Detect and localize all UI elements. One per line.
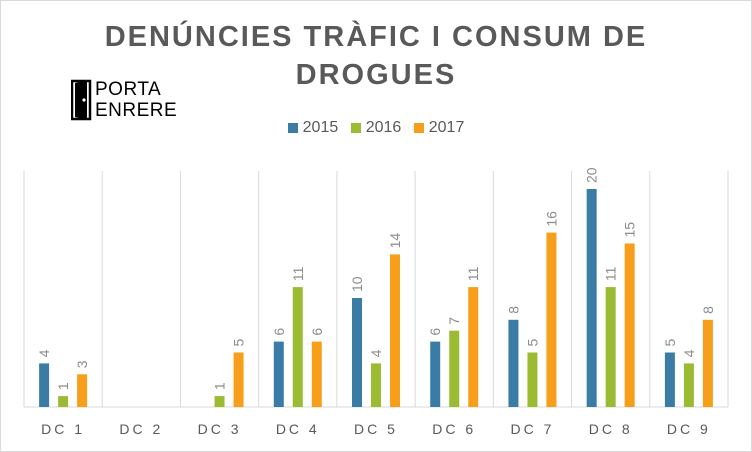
data-label-2017: 14: [387, 233, 403, 249]
bar-2017: [546, 232, 557, 407]
bar-2016: [371, 363, 381, 407]
x-tick-label: DC 3: [198, 421, 242, 437]
data-label-2015: 6: [271, 328, 287, 336]
x-tick-label: DC 7: [510, 421, 554, 437]
data-label-2016: 1: [212, 382, 228, 390]
bar-2017: [390, 254, 400, 407]
chart-title-line-1: DENÚNCIES TRÀFIC I CONSUM DE: [104, 21, 648, 53]
legend-label-2015: 2015: [302, 119, 339, 136]
data-label-2017: 11: [465, 266, 481, 281]
data-label-2016: 11: [290, 266, 306, 281]
x-tick-label: DC 8: [589, 421, 633, 437]
x-tick-label: DC 5: [354, 421, 398, 437]
legend-label-2016: 2016: [365, 119, 402, 136]
x-tick-label: DC 6: [432, 421, 476, 437]
bar-2016: [449, 330, 460, 407]
data-label-2017: 5: [231, 339, 247, 347]
data-label-2015: 4: [36, 349, 52, 357]
data-label-2015: 6: [427, 328, 443, 336]
bar-2017: [702, 319, 713, 407]
bar-2015: [586, 189, 597, 407]
logo-text-line-1: PORTA: [95, 79, 162, 100]
bar-2015: [273, 341, 284, 407]
data-label-2016: 11: [603, 266, 619, 281]
data-label-2017: 15: [622, 222, 638, 238]
data-label-2015: 8: [505, 306, 521, 314]
bar-2016: [292, 287, 303, 407]
bar-2015: [352, 298, 362, 407]
data-label-2015: 10: [349, 276, 365, 292]
bar-2016: [58, 396, 69, 407]
logo-text-line-2: ENRERE: [95, 100, 178, 121]
chart-title-line-2: DROGUES: [295, 59, 457, 91]
data-label-2015: 5: [662, 339, 678, 347]
bar-2016: [683, 363, 694, 407]
bar-2016: [214, 396, 225, 407]
bar-2015: [664, 352, 675, 407]
bar-2017: [624, 243, 635, 407]
bar-2017: [77, 374, 88, 407]
bar-2016: [527, 352, 538, 407]
data-label-2015: 20: [584, 167, 600, 183]
data-label-2017: 8: [700, 306, 716, 314]
data-label-2016: 5: [524, 339, 540, 347]
legend-item-2016: 2016: [350, 119, 402, 137]
data-label-2016: 7: [446, 317, 462, 325]
x-tick-label: DC 9: [667, 421, 711, 437]
bar-2017: [468, 287, 479, 407]
data-label-2016: 1: [55, 382, 71, 390]
bar-2017: [311, 341, 322, 407]
bar-2015: [39, 363, 50, 407]
data-label-2017: 3: [74, 360, 90, 368]
x-tick-label: DC 2: [119, 421, 163, 437]
legend-swatch-2016: [350, 123, 361, 133]
chart-title: DENÚNCIES TRÀFIC I CONSUM DE DROGUES: [0, 18, 752, 94]
legend-item-2015: 2015: [287, 119, 339, 137]
bar-2015: [430, 341, 441, 407]
bar-2016: [605, 287, 616, 407]
bar-2015: [508, 319, 519, 407]
chart-legend: 2015 2016 2017: [0, 119, 752, 138]
data-label-2016: 4: [681, 349, 697, 357]
door-icon: [71, 79, 92, 121]
legend-item-2017: 2017: [413, 119, 465, 137]
x-tick-label: DC 4: [276, 421, 320, 437]
data-label-2017: 16: [543, 211, 559, 227]
legend-swatch-2015: [287, 123, 298, 133]
logo-text: PORTA ENRERE: [95, 79, 177, 121]
legend-swatch-2017: [413, 123, 424, 133]
data-label-2016: 4: [368, 349, 384, 357]
bar-2017: [233, 352, 244, 407]
x-tick-label: DC 1: [41, 421, 85, 437]
porta-enrere-logo: PORTA ENRERE: [71, 79, 181, 123]
data-label-2017: 6: [309, 328, 325, 336]
legend-label-2017: 2017: [428, 119, 465, 136]
